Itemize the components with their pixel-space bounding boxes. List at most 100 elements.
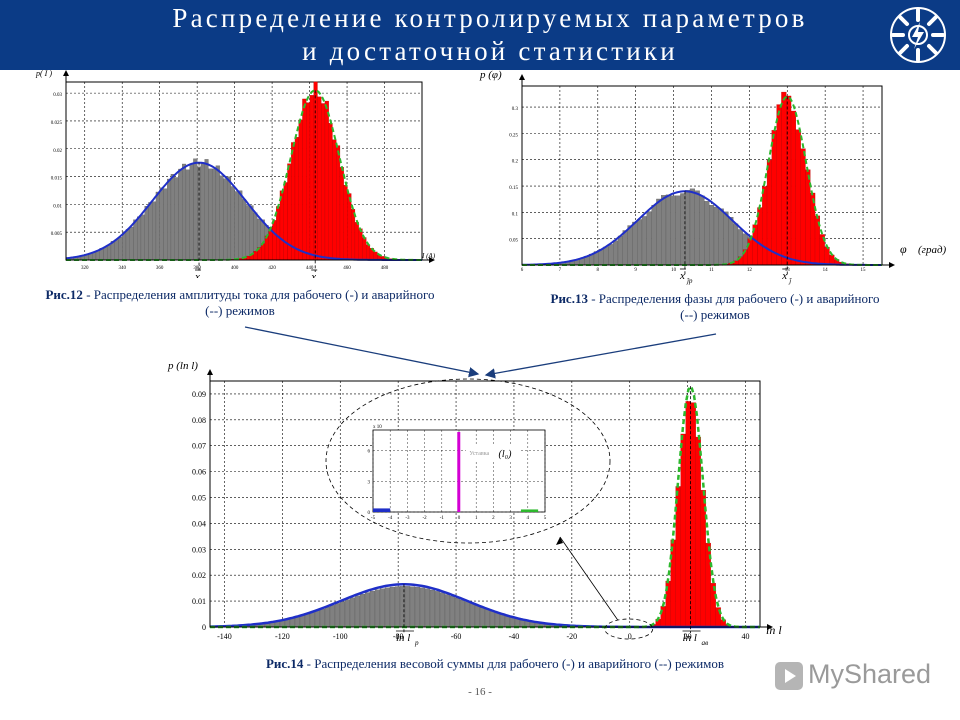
healthy-histogram-bar (349, 597, 356, 628)
x-tick-label: 0 (628, 632, 632, 641)
healthy-histogram-bar (489, 610, 496, 628)
healthy-histogram-bar (409, 586, 416, 628)
inset-x-tick-label: 5 (544, 516, 547, 521)
faulty-histogram-bar (690, 402, 696, 628)
healthy-mean-subscript: p (414, 639, 419, 647)
faulty-mean-label: ln l (683, 632, 697, 644)
y-axis-arrowhead (519, 74, 525, 80)
x-tick-label: 15 (861, 268, 867, 273)
healthy-histogram-bar (419, 587, 426, 628)
page-number: - 16 - (468, 686, 492, 698)
figure-14-number: Рис.14 (265, 656, 304, 671)
healthy-histogram-bar (499, 614, 506, 628)
healthy-histogram-bar (299, 615, 306, 628)
healthy-mean-label: x (194, 271, 200, 278)
y-tick-label: 0.03 (192, 545, 206, 554)
x-tick-label: 440 (306, 266, 314, 271)
healthy-histogram-bar (389, 586, 396, 628)
healthy-histogram-bar (304, 613, 311, 628)
y-tick-label: 0.005 (51, 232, 63, 237)
x-tick-label: 460 (343, 266, 351, 271)
figure-14-caption-text: - Распределения весовой суммы для рабоче… (303, 656, 725, 671)
healthy-histogram-bar (339, 601, 346, 628)
inset-x-tick-label: 1 (475, 516, 478, 521)
x-tick-label: 14 (823, 268, 829, 273)
faulty-mean-label: x (310, 271, 316, 278)
x-tick-label: 11 (709, 268, 714, 273)
y-tick-label: 0.25 (509, 133, 518, 138)
healthy-histogram-bar (474, 605, 481, 628)
y-tick-label: 0 (202, 623, 206, 632)
healthy-mean-label: ln l (396, 632, 410, 644)
y-axis-label: p( I ) (35, 69, 52, 78)
healthy-histogram-bar (414, 586, 421, 628)
slide-title-line1: Распределение контролируемых параметров (172, 3, 808, 33)
x-axis-arrowhead (767, 624, 773, 630)
y-tick-label: 0.02 (53, 149, 62, 154)
x-axis-label-unit: (град) (918, 244, 947, 256)
faulty-histogram-bar (680, 433, 686, 628)
inset-x-tick-label: -5 (371, 516, 376, 521)
x-tick-label: -40 (509, 632, 520, 641)
watermark-text: MyShared (808, 659, 932, 689)
y-tick-label: 0.2 (512, 160, 519, 165)
healthy-histogram-bar (429, 589, 436, 628)
healthy-histogram-bar (314, 610, 321, 628)
x-tick-label: 7 (559, 268, 562, 273)
faulty-histogram-bar (660, 606, 666, 628)
healthy-histogram-bar (424, 588, 431, 628)
x-tick-label: 12 (747, 268, 753, 273)
x-tick-label: -20 (567, 632, 578, 641)
healthy-histogram-bar (319, 608, 326, 628)
inset-x-tick-label: 0 (458, 516, 461, 521)
healthy-histogram-bar (404, 586, 411, 628)
x-tick-label: 6 (521, 268, 524, 273)
healthy-histogram-bar (479, 607, 486, 628)
x-tick-label: 13 (785, 268, 791, 273)
y-tick-label: 0.025 (51, 121, 63, 126)
x-tick-label: 340 (118, 266, 126, 271)
healthy-histogram-bar (359, 594, 366, 628)
y-tick-label: 0.01 (192, 597, 206, 606)
healthy-histogram-bar (449, 596, 456, 628)
zoom-link-line (559, 536, 619, 621)
healthy-histogram-bar (394, 586, 401, 628)
x-tick-label: 400 (231, 266, 239, 271)
healthy-histogram-bar (374, 589, 381, 628)
healthy-histogram-bar (324, 607, 331, 628)
healthy-histogram-bar (444, 594, 451, 628)
figure-12-number: Рис.12 (45, 287, 83, 302)
inset-y-tick-label: 0 (368, 511, 371, 516)
inset-x-tick-label: -4 (388, 516, 393, 521)
healthy-histogram-bar (369, 590, 376, 628)
x-axis-arrowhead (889, 262, 895, 268)
x-tick-label: 420 (268, 266, 276, 271)
x-tick-label: 360 (156, 266, 164, 271)
healthy-histogram-bar (434, 591, 441, 628)
inset-healthy-tail (373, 508, 391, 512)
healthy-histogram-bar (484, 609, 491, 628)
inset-x-tick-label: -2 (423, 516, 428, 521)
slide-title: Распределение контролируемых параметров … (90, 2, 890, 68)
healthy-histogram-bar (504, 615, 511, 628)
slide-header: Распределение контролируемых параметров … (0, 0, 960, 70)
faulty-mean-subscript: ав (702, 639, 709, 647)
healthy-histogram-bar (364, 592, 371, 628)
healthy-mean-subscript: ĵp (686, 277, 693, 285)
y-tick-label: 0.07 (192, 442, 206, 451)
inset-scale-label: x 10 (373, 425, 382, 430)
x-axis-label: I (A) (421, 252, 436, 260)
zero-region-ellipse (604, 618, 654, 640)
healthy-fit-curve (522, 190, 882, 266)
x-tick-label: 320 (81, 266, 89, 271)
y-tick-label: 0.09 (192, 390, 206, 399)
inset-faulty-tail (520, 509, 539, 512)
y-tick-label: 0.04 (192, 519, 206, 528)
faulty-mean-subscript: ĵ (788, 277, 792, 285)
y-tick-label: 0.15 (509, 186, 518, 191)
healthy-histogram-bar (354, 595, 361, 628)
y-tick-label: 0.1 (512, 212, 519, 217)
arrow-from-fig12 (244, 326, 480, 378)
x-tick-label: -60 (451, 632, 462, 641)
inset-label-box (465, 445, 520, 460)
